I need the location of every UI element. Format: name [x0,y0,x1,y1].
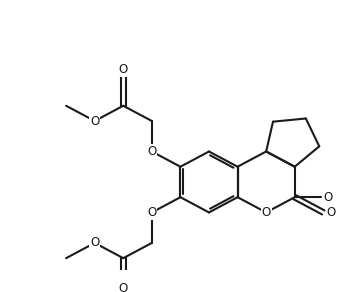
Text: O: O [118,282,128,292]
Text: O: O [90,114,99,128]
Text: O: O [262,206,271,219]
Text: O: O [324,191,333,204]
Text: O: O [90,237,99,249]
Text: O: O [118,63,128,76]
Text: O: O [147,145,156,158]
Text: O: O [262,206,271,219]
Text: O: O [147,206,156,219]
Text: O: O [327,206,336,219]
